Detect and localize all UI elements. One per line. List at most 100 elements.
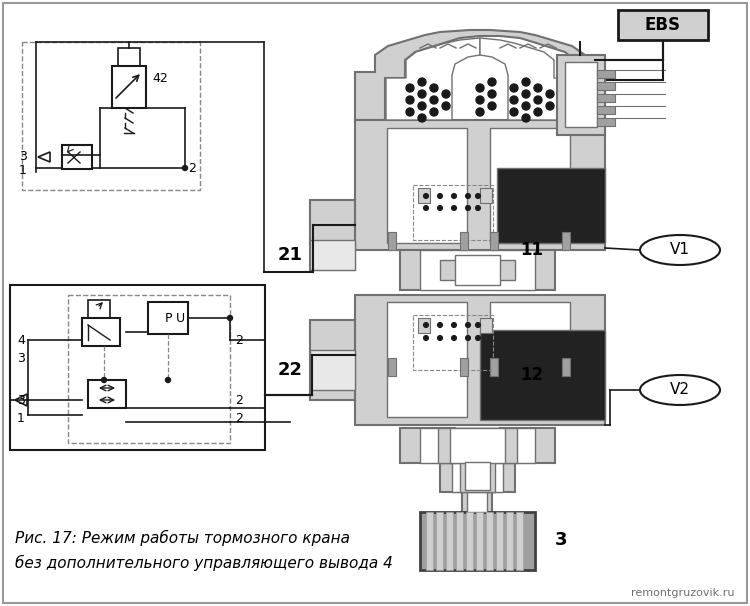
Bar — [88, 380, 126, 408]
Text: V1: V1 — [670, 242, 690, 258]
Ellipse shape — [488, 90, 496, 98]
Bar — [466, 512, 473, 570]
Ellipse shape — [437, 322, 442, 327]
Bar — [506, 512, 513, 570]
Text: 4: 4 — [17, 333, 25, 347]
Ellipse shape — [476, 84, 484, 92]
Bar — [500, 428, 555, 463]
Bar — [118, 48, 140, 66]
Text: 3: 3 — [17, 393, 25, 407]
Bar — [480, 330, 605, 420]
Ellipse shape — [510, 96, 518, 104]
Ellipse shape — [418, 78, 426, 86]
Ellipse shape — [640, 375, 720, 405]
Bar — [148, 302, 188, 334]
Bar — [310, 350, 355, 390]
Bar — [460, 358, 468, 376]
Ellipse shape — [546, 90, 554, 98]
Ellipse shape — [442, 90, 450, 98]
Bar — [420, 428, 535, 463]
Text: 11: 11 — [520, 241, 543, 259]
Text: EBS: EBS — [645, 16, 681, 34]
Ellipse shape — [466, 205, 470, 210]
Ellipse shape — [522, 90, 530, 98]
Ellipse shape — [476, 205, 481, 210]
Ellipse shape — [522, 78, 530, 86]
Ellipse shape — [430, 84, 438, 92]
Ellipse shape — [406, 84, 414, 92]
Polygon shape — [386, 38, 480, 120]
Bar — [490, 302, 570, 417]
Bar — [420, 250, 535, 290]
Bar — [426, 512, 433, 570]
Ellipse shape — [430, 108, 438, 116]
Ellipse shape — [466, 193, 470, 199]
Ellipse shape — [182, 165, 188, 170]
Bar — [388, 358, 396, 376]
Bar — [418, 318, 430, 333]
Ellipse shape — [442, 102, 450, 110]
Bar — [500, 250, 555, 290]
Ellipse shape — [534, 84, 542, 92]
Text: 22: 22 — [278, 361, 302, 379]
Bar — [413, 185, 493, 240]
Bar — [310, 200, 355, 270]
Ellipse shape — [424, 205, 428, 210]
Ellipse shape — [546, 102, 554, 110]
Bar — [597, 70, 615, 78]
Ellipse shape — [166, 378, 170, 382]
Bar — [446, 512, 453, 570]
Bar — [310, 240, 355, 270]
Ellipse shape — [476, 336, 481, 341]
Ellipse shape — [424, 193, 428, 199]
Bar — [462, 492, 492, 512]
Text: 3: 3 — [555, 531, 568, 549]
Bar — [10, 285, 265, 450]
Bar — [516, 512, 523, 570]
Text: remontgruzovik.ru: remontgruzovik.ru — [632, 588, 735, 598]
Ellipse shape — [406, 108, 414, 116]
Bar — [436, 512, 443, 570]
Text: 1: 1 — [20, 164, 27, 176]
Ellipse shape — [437, 193, 442, 199]
Bar — [452, 462, 503, 492]
Bar — [460, 462, 495, 492]
Text: 3: 3 — [20, 150, 27, 164]
Ellipse shape — [476, 193, 481, 199]
Bar — [387, 302, 467, 417]
Bar — [496, 512, 503, 570]
Ellipse shape — [437, 205, 442, 210]
Ellipse shape — [476, 96, 484, 104]
Bar — [562, 232, 570, 250]
Bar — [597, 118, 615, 126]
Ellipse shape — [437, 336, 442, 341]
Bar — [490, 358, 498, 376]
Ellipse shape — [430, 96, 438, 104]
Bar — [387, 128, 467, 243]
Bar — [112, 66, 146, 108]
Ellipse shape — [534, 96, 542, 104]
Ellipse shape — [452, 322, 457, 327]
Ellipse shape — [466, 322, 470, 327]
Text: 12: 12 — [520, 366, 543, 384]
Ellipse shape — [101, 378, 106, 382]
Ellipse shape — [418, 90, 426, 98]
Text: 1: 1 — [17, 411, 25, 424]
Ellipse shape — [640, 235, 720, 265]
Ellipse shape — [452, 205, 457, 210]
Bar — [88, 300, 110, 318]
Text: 42: 42 — [152, 72, 168, 84]
Bar — [355, 120, 605, 250]
Text: Рис. 17: Режим работы тормозного крана: Рис. 17: Режим работы тормозного крана — [15, 530, 350, 546]
Ellipse shape — [227, 316, 232, 321]
Bar — [465, 462, 490, 490]
Bar — [490, 128, 570, 243]
Ellipse shape — [476, 108, 484, 116]
Bar — [400, 250, 455, 290]
Text: V2: V2 — [670, 382, 690, 398]
Bar — [476, 512, 483, 570]
Bar — [480, 188, 492, 203]
Polygon shape — [15, 394, 27, 406]
Bar — [565, 62, 597, 127]
Bar — [467, 492, 487, 512]
